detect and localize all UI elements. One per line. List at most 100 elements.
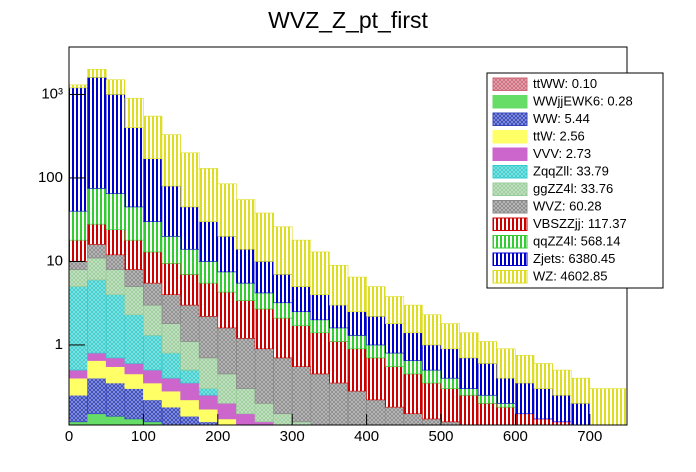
x-tick-label: 0 — [65, 428, 73, 445]
bar-segment — [291, 325, 312, 367]
bar-segment — [161, 185, 181, 237]
bar-segment — [273, 274, 293, 304]
bar-segment — [69, 269, 88, 287]
bar-segment — [440, 348, 460, 379]
bar-segment — [87, 279, 107, 354]
bar-segment — [533, 363, 553, 389]
bar-segment — [515, 355, 535, 384]
bar-segment — [217, 403, 237, 420]
bar-segment — [161, 352, 181, 379]
bar-segment — [124, 314, 144, 364]
bar-segment — [87, 223, 107, 245]
bar-segment — [552, 369, 572, 396]
bar-segment — [124, 363, 144, 375]
bar-segment — [459, 394, 479, 425]
bar-segment — [161, 263, 181, 295]
bar-segment — [198, 357, 219, 389]
bar-segment — [477, 394, 498, 404]
legend-swatch — [492, 182, 528, 196]
bar-segment — [124, 286, 144, 316]
bar-segment — [198, 261, 219, 284]
bar-segment — [161, 377, 181, 392]
legend-swatch — [492, 147, 528, 161]
bar-segment — [198, 388, 219, 396]
bar-segment — [87, 188, 107, 225]
bar-segment — [273, 357, 293, 415]
bar-segment — [69, 261, 88, 270]
bar-segment — [440, 377, 460, 389]
legend-label: WVZ: 60.28 — [533, 199, 602, 214]
bar-segment — [87, 77, 107, 189]
bar-segment — [384, 406, 405, 425]
bar-segment — [69, 84, 88, 89]
legend-label: qqZZ4l: 568.14 — [533, 234, 620, 249]
bar-segment — [310, 332, 330, 375]
x-tick-label: 600 — [503, 428, 528, 445]
bar-segment — [180, 274, 200, 306]
bar-segment — [366, 316, 386, 346]
bar-segment — [236, 282, 256, 301]
bar-segment — [180, 399, 200, 417]
bar-segment — [143, 251, 163, 284]
bar-segment — [124, 97, 144, 128]
bar-segment — [589, 388, 609, 425]
bar-segment — [236, 338, 256, 389]
bar-segment — [254, 308, 274, 350]
bar-segment — [366, 357, 386, 401]
bar-segment — [217, 271, 237, 293]
bar-segment — [254, 212, 274, 262]
bar-segment — [87, 360, 107, 379]
bar-segment — [161, 323, 181, 354]
legend-label: ZqqZll: 33.79 — [533, 164, 609, 179]
bar-segment — [87, 352, 107, 361]
bar-segment — [254, 261, 274, 294]
legend-swatch — [492, 270, 528, 284]
bar-segment — [180, 152, 200, 208]
bar-segment — [254, 403, 274, 423]
bar-segment — [329, 304, 349, 329]
bar-segment — [143, 399, 163, 423]
bar-segment — [403, 332, 423, 361]
bar-segment — [124, 373, 144, 389]
bar-segment — [310, 319, 330, 334]
bar-segment — [459, 388, 479, 396]
bar-segment — [87, 69, 107, 78]
bar-segment — [105, 382, 126, 417]
legend-swatch — [492, 235, 528, 249]
bar-segment — [254, 292, 274, 310]
bar-segment — [198, 408, 219, 423]
plot-area — [69, 69, 627, 425]
bar-segment — [69, 239, 88, 262]
bar-segment — [384, 366, 405, 408]
bar-segment — [366, 286, 386, 317]
bar-segment — [143, 221, 163, 253]
bar-segment — [87, 377, 107, 415]
bar-segment — [347, 335, 367, 350]
bar-segment — [366, 344, 386, 359]
bar-segment — [180, 369, 200, 384]
bar-segment — [236, 388, 256, 415]
y-tick-label: 10 — [46, 252, 63, 269]
bar-segment — [329, 382, 349, 425]
bar-segment — [422, 382, 442, 420]
bar-segment — [403, 304, 423, 334]
bar-segment — [69, 286, 88, 371]
bar-segment — [87, 257, 107, 281]
y-tick-label: 1 — [55, 336, 63, 353]
x-tick-label: 200 — [205, 428, 230, 445]
bar-segment — [180, 248, 200, 275]
bar-segment — [254, 348, 274, 404]
legend-swatch — [492, 165, 528, 179]
legend-swatch — [492, 252, 528, 266]
bar-segment — [143, 158, 163, 222]
bar-segment — [124, 127, 144, 208]
bar-segment — [105, 269, 126, 295]
bar-segment — [496, 403, 516, 408]
bar-segment — [608, 388, 627, 425]
bar-segment — [143, 382, 163, 401]
bar-segment — [69, 87, 88, 212]
chart-title: WVZ_Z_pt_first — [268, 7, 428, 33]
bar-segment — [124, 239, 144, 270]
bar-segment — [291, 239, 312, 287]
